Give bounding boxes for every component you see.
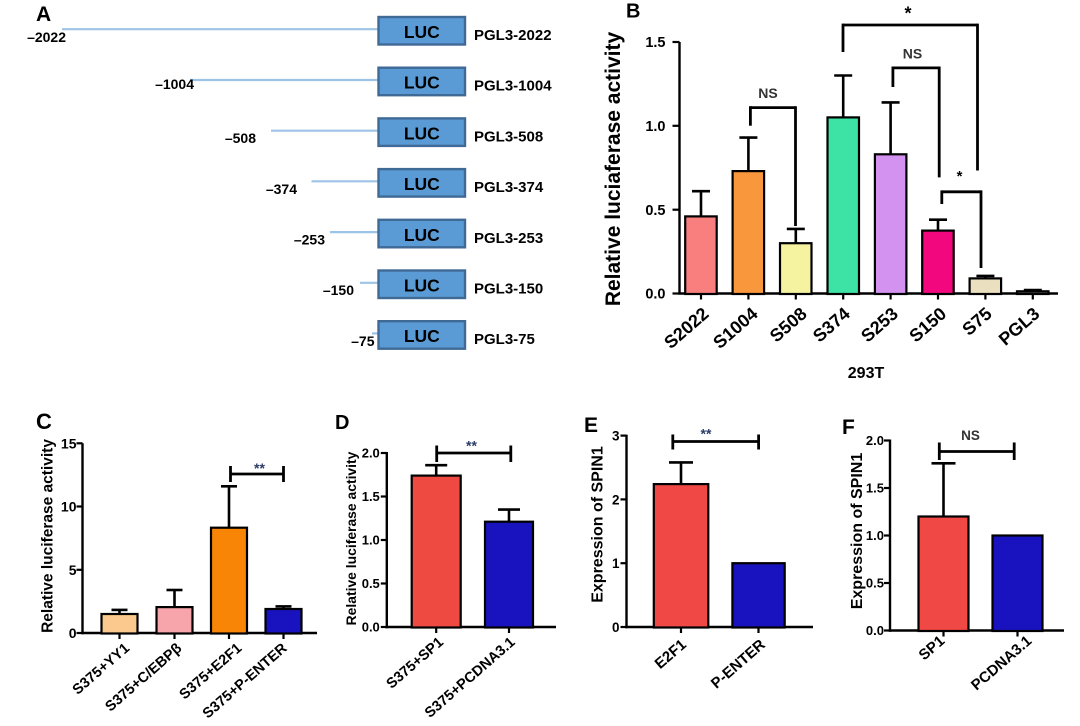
svg-text:–374: –374 (266, 181, 297, 197)
svg-text:10: 10 (61, 499, 77, 515)
svg-text:–1004: –1004 (155, 76, 194, 92)
svg-text:0.0: 0.0 (362, 620, 380, 635)
svg-text:–253: –253 (294, 232, 325, 248)
svg-text:Relative luciferase activity: Relative luciferase activity (40, 439, 57, 633)
svg-text:1.0: 1.0 (645, 119, 665, 135)
svg-text:0.5: 0.5 (645, 203, 665, 219)
svg-text:1.0: 1.0 (866, 528, 884, 543)
svg-text:*: * (957, 168, 963, 185)
svg-text:1.0: 1.0 (362, 533, 380, 548)
svg-text:Relative luciferase activity: Relative luciferase activity (343, 451, 359, 625)
svg-text:LUC: LUC (404, 326, 440, 346)
svg-text:Expression of SPIN1: Expression of SPIN1 (590, 446, 607, 603)
svg-text:1.5: 1.5 (362, 489, 380, 504)
svg-text:B: B (626, 1, 640, 23)
svg-text:2.0: 2.0 (866, 433, 884, 448)
svg-text:PGL3-150: PGL3-150 (474, 281, 543, 298)
svg-text:–75: –75 (351, 333, 375, 349)
svg-text:293T: 293T (848, 365, 885, 382)
svg-text:0.0: 0.0 (645, 287, 665, 303)
svg-text:PGL3-253: PGL3-253 (474, 230, 543, 247)
svg-text:LUC: LUC (404, 174, 440, 194)
svg-text:1: 1 (612, 556, 620, 571)
svg-text:NS: NS (961, 428, 980, 443)
svg-text:PGL3-2022: PGL3-2022 (474, 27, 552, 44)
svg-text:LUC: LUC (404, 225, 440, 245)
svg-text:2.0: 2.0 (362, 446, 380, 461)
svg-text:**: ** (701, 426, 712, 442)
svg-text:2: 2 (612, 492, 620, 507)
svg-text:0.5: 0.5 (866, 576, 884, 591)
svg-text:PGL3-508: PGL3-508 (474, 128, 543, 145)
svg-text:F: F (842, 416, 855, 439)
svg-text:1.5: 1.5 (866, 481, 884, 496)
svg-text:E: E (584, 414, 598, 437)
svg-text:PGL3-374: PGL3-374 (474, 179, 544, 196)
svg-text:C: C (36, 409, 52, 434)
svg-text:PGL3-1004: PGL3-1004 (474, 78, 552, 95)
svg-text:LUC: LUC (404, 123, 440, 143)
svg-text:A: A (36, 3, 51, 26)
svg-text:1.5: 1.5 (645, 35, 665, 51)
svg-text:0: 0 (69, 625, 77, 641)
svg-text:Relative luciaferase activity: Relative luciaferase activity (602, 32, 625, 307)
svg-text:–508: –508 (225, 130, 256, 146)
svg-text:NS: NS (758, 85, 777, 101)
svg-text:3: 3 (612, 429, 620, 444)
svg-text:LUC: LUC (404, 22, 440, 42)
svg-text:0: 0 (612, 620, 620, 635)
svg-text:0.0: 0.0 (866, 623, 884, 638)
svg-text:15: 15 (61, 435, 77, 451)
svg-text:LUC: LUC (404, 73, 440, 93)
svg-text:0.5: 0.5 (362, 576, 380, 591)
svg-text:**: ** (254, 460, 265, 476)
svg-text:D: D (335, 412, 349, 434)
svg-text:5: 5 (69, 562, 77, 578)
svg-text:NS: NS (903, 46, 922, 62)
svg-text:–150: –150 (323, 282, 354, 298)
svg-text:Expression of SPIN1: Expression of SPIN1 (849, 453, 866, 610)
svg-text:–2022: –2022 (27, 29, 66, 45)
svg-text:*: * (904, 4, 911, 24)
svg-text:**: ** (466, 438, 477, 454)
svg-text:PGL3-75: PGL3-75 (474, 331, 535, 348)
svg-text:LUC: LUC (404, 276, 440, 296)
